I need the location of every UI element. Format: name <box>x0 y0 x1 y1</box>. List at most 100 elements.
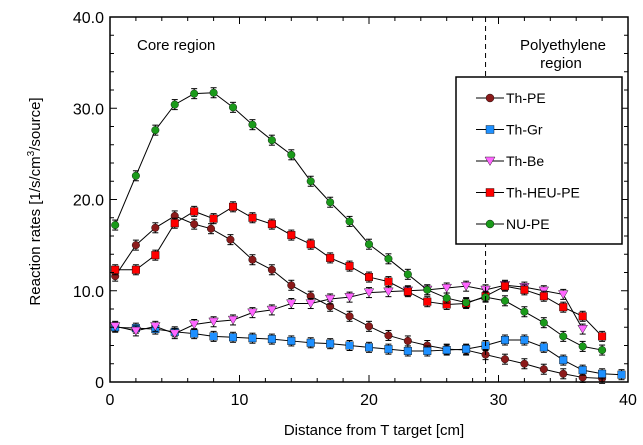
legend-item: Th-PE <box>476 90 546 106</box>
data-point <box>189 320 200 330</box>
data-point <box>131 171 140 180</box>
y-axis-label: Reaction rates [1/s/cm3/source] <box>26 97 44 305</box>
data-point <box>617 370 626 379</box>
legend-item: Th-Be <box>476 153 544 169</box>
x-tick-label: 0 <box>106 392 115 409</box>
polyethylene-region-label-line2: region <box>540 55 582 72</box>
data-point <box>190 329 199 338</box>
data-point <box>287 150 296 159</box>
data-point <box>209 214 218 223</box>
data-point <box>539 318 548 327</box>
legend-label: NU-PE <box>506 216 550 232</box>
data-point <box>365 273 374 282</box>
series-th-pe <box>111 210 607 384</box>
data-point <box>306 240 315 249</box>
data-point <box>345 262 354 271</box>
data-point <box>227 315 239 325</box>
data-point <box>190 220 199 229</box>
data-point <box>151 126 160 135</box>
data-point <box>248 334 257 343</box>
y-tick-label: 10.0 <box>73 284 104 301</box>
data-point <box>287 231 296 240</box>
x-axis-label: Distance from T target [cm] <box>284 422 464 439</box>
y-tick-label: 40.0 <box>73 10 104 27</box>
data-point <box>325 294 336 304</box>
data-point <box>462 345 471 354</box>
data-point <box>111 221 120 230</box>
data-point <box>559 369 568 378</box>
data-point <box>577 325 588 334</box>
x-tick-label: 20 <box>360 392 378 409</box>
legend-item: NU-PE <box>476 216 550 232</box>
data-point <box>345 217 354 226</box>
data-point <box>384 331 393 340</box>
data-point <box>248 255 257 264</box>
plot-series-layer <box>110 87 626 384</box>
data-point <box>248 120 257 129</box>
data-point <box>384 345 393 354</box>
legend-marker <box>485 93 495 103</box>
core-region-label: Core region <box>137 37 215 54</box>
data-point <box>520 359 529 368</box>
data-point <box>462 298 471 307</box>
data-point <box>326 253 335 262</box>
data-point <box>578 366 587 375</box>
data-point <box>558 290 569 300</box>
data-point <box>423 285 432 294</box>
data-point <box>207 224 216 233</box>
legend-item: Th-Gr <box>476 122 543 138</box>
data-point <box>131 265 140 274</box>
data-point <box>151 251 160 260</box>
data-point <box>500 355 509 364</box>
legend-marker <box>485 125 495 134</box>
data-point <box>247 308 258 318</box>
data-point <box>559 303 568 312</box>
data-point <box>423 297 432 306</box>
data-point <box>365 343 374 352</box>
data-point <box>306 338 315 347</box>
series-th-gr <box>111 321 626 381</box>
data-point <box>500 282 509 291</box>
data-point <box>131 241 140 250</box>
data-point <box>229 103 238 112</box>
legend-marker <box>485 188 495 197</box>
data-point <box>248 213 257 222</box>
data-point <box>190 207 199 216</box>
data-point <box>383 287 394 297</box>
data-point <box>539 365 548 374</box>
legend-label: Th-Be <box>506 153 544 169</box>
data-point <box>209 332 218 341</box>
data-point <box>208 317 219 327</box>
data-point <box>363 288 375 298</box>
y-tick-label: 0 <box>95 375 104 392</box>
data-point <box>598 369 607 378</box>
series-th-heu-pe <box>111 201 607 342</box>
data-point <box>151 223 160 232</box>
legend-label: Th-HEU-PE <box>506 185 580 201</box>
data-point <box>441 283 452 293</box>
legend-marker <box>485 219 495 229</box>
data-point <box>267 220 276 229</box>
legend-marker <box>484 156 496 166</box>
data-point <box>384 277 393 286</box>
x-tick-label: 30 <box>490 392 508 409</box>
data-point <box>226 235 235 244</box>
data-point <box>598 346 607 355</box>
data-point <box>403 336 412 345</box>
data-point <box>520 336 529 345</box>
data-point <box>170 219 179 228</box>
series-nu-pe <box>111 87 607 356</box>
x-tick-label: 40 <box>619 392 637 409</box>
data-point <box>111 265 120 274</box>
data-point <box>169 329 180 339</box>
series-th-be <box>110 279 588 340</box>
y-tick-label: 30.0 <box>73 101 104 118</box>
data-point <box>384 254 393 263</box>
data-point <box>442 294 451 303</box>
data-point <box>442 346 451 355</box>
data-point <box>305 299 316 309</box>
data-point <box>539 292 548 301</box>
data-point <box>520 285 529 294</box>
data-point <box>460 282 472 291</box>
